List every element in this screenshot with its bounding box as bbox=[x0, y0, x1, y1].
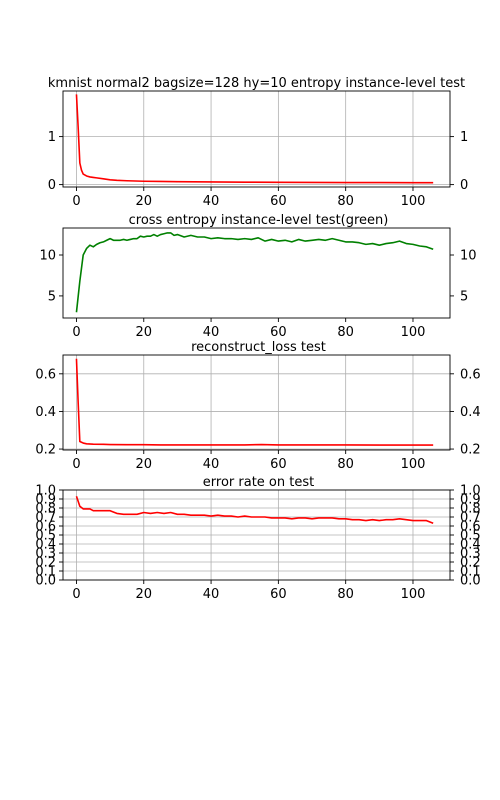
chart-title: kmnist normal2 bagsize=128 hy=10 entropy… bbox=[48, 76, 465, 91]
plot-frame bbox=[62, 354, 451, 451]
x-tick-label: 60 bbox=[270, 325, 287, 340]
y-tick-label-right: 10 bbox=[460, 249, 477, 264]
y-tick-label-right: 0.6 bbox=[460, 520, 481, 535]
y-tick-label-right: 0.2 bbox=[460, 556, 481, 571]
chart-title: reconstruct_loss test bbox=[191, 340, 326, 355]
y-tick-label-left: 0.6 bbox=[35, 367, 56, 382]
x-tick-label: 20 bbox=[135, 194, 152, 209]
x-tick-label: 40 bbox=[203, 194, 220, 209]
y-tick-label-left: 0.3 bbox=[35, 547, 56, 562]
x-tick-label: 60 bbox=[270, 194, 287, 209]
y-tick-label-right: 0.2 bbox=[460, 443, 481, 458]
y-tick-label-left: 0.5 bbox=[35, 529, 56, 544]
y-tick-label-right: 0.4 bbox=[460, 538, 481, 553]
y-tick-label-left: 0.8 bbox=[35, 502, 56, 517]
y-tick-label-left: 0.7 bbox=[35, 511, 56, 526]
y-tick-label-right: 0.4 bbox=[460, 405, 481, 420]
series-line bbox=[75, 94, 434, 184]
x-tick-label: 80 bbox=[337, 457, 354, 472]
y-tick-label-right: 0.5 bbox=[460, 529, 481, 544]
x-tick-label: 80 bbox=[337, 194, 354, 209]
chart-3: 0 20 40 60 80 100 0.2 0.2 0.4 0.4 0.6 0.6 reconstruc… bbox=[35, 340, 480, 472]
series-line bbox=[75, 358, 434, 446]
x-tick-label: 0 bbox=[72, 194, 80, 209]
x-tick-label: 40 bbox=[203, 587, 220, 602]
y-tick-label-left: 1 bbox=[48, 130, 56, 145]
series-line bbox=[75, 232, 434, 313]
chart-title: cross entropy instance-level test(green) bbox=[129, 213, 389, 228]
x-tick-label: 100 bbox=[401, 457, 426, 472]
y-tick-label-left: 0.9 bbox=[35, 493, 56, 508]
y-tick-label-left: 0.0 bbox=[35, 574, 56, 589]
plot-frame bbox=[62, 90, 451, 188]
y-tick-label-left: 0.2 bbox=[35, 443, 56, 458]
x-tick-label: 100 bbox=[401, 194, 426, 209]
x-tick-label: 20 bbox=[135, 457, 152, 472]
series-line bbox=[75, 496, 434, 525]
x-tick-label: 40 bbox=[203, 457, 220, 472]
x-tick-label: 80 bbox=[337, 325, 354, 340]
y-tick-label-right: 0 bbox=[460, 178, 468, 193]
x-tick-label: 0 bbox=[72, 457, 80, 472]
x-tick-label: 20 bbox=[135, 325, 152, 340]
x-tick-label: 0 bbox=[72, 587, 80, 602]
y-tick-label-left: 0.6 bbox=[35, 520, 56, 535]
y-tick-label-right: 0.9 bbox=[460, 493, 481, 508]
x-tick-label: 60 bbox=[270, 457, 287, 472]
x-tick-label: 40 bbox=[203, 325, 220, 340]
plot-frame bbox=[62, 227, 451, 319]
x-tick-label: 0 bbox=[72, 325, 80, 340]
x-tick-label: 80 bbox=[337, 587, 354, 602]
y-tick-label-right: 0.6 bbox=[460, 367, 481, 382]
y-tick-label-right: 1.0 bbox=[460, 484, 481, 499]
y-tick-label-left: 0.4 bbox=[35, 538, 56, 553]
x-tick-label: 60 bbox=[270, 587, 287, 602]
chart-1: 0 20 40 60 80 100 0 0 1 1 kmnist normal2 bagsize=1… bbox=[48, 76, 469, 209]
y-tick-label-left: 0.2 bbox=[35, 556, 56, 571]
y-tick-label-left: 0.1 bbox=[35, 565, 56, 580]
chart-title: error rate on test bbox=[203, 475, 314, 490]
x-tick-label: 20 bbox=[135, 587, 152, 602]
y-tick-label-right: 0.1 bbox=[460, 565, 481, 580]
y-tick-label-right: 0.7 bbox=[460, 511, 481, 526]
y-tick-label-right: 0.0 bbox=[460, 574, 481, 589]
y-tick-label-left: 10 bbox=[39, 249, 56, 264]
y-tick-label-left: 5 bbox=[48, 289, 56, 304]
x-tick-label: 100 bbox=[401, 325, 426, 340]
y-tick-label-right: 0.3 bbox=[460, 547, 481, 562]
y-tick-label-left: 1.0 bbox=[35, 484, 56, 499]
y-tick-label-left: 0 bbox=[48, 178, 56, 193]
y-tick-label-right: 5 bbox=[460, 289, 468, 304]
x-tick-label: 100 bbox=[401, 587, 426, 602]
y-tick-label-left: 0.4 bbox=[35, 405, 56, 420]
y-tick-label-right: 1 bbox=[460, 130, 468, 145]
y-tick-label-right: 0.8 bbox=[460, 502, 481, 517]
